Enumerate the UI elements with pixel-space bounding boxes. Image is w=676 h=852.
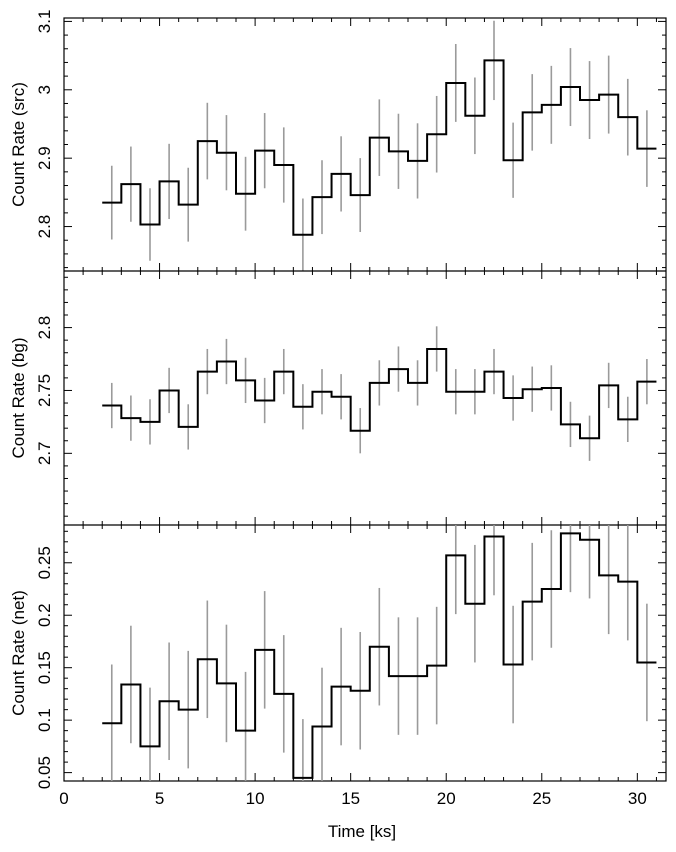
y-tick-label: 2.7 — [35, 442, 54, 466]
y-tick-label: 0.15 — [35, 651, 54, 684]
y-axis-title: Count Rate (src) — [9, 82, 28, 207]
x-tick-label: 30 — [628, 789, 647, 808]
y-tick-label: 0.25 — [35, 546, 54, 579]
panel-1: 2.8 2.9 3 3.1 Count Rate (src) — [9, 10, 666, 271]
panel-data — [102, 326, 657, 461]
x-axis-title: Time [ks] — [328, 822, 396, 841]
panel-data — [102, 525, 657, 781]
y-tick-label: 0.1 — [35, 708, 54, 732]
y-tick-label: 2.8 — [35, 316, 54, 340]
y-axis-title: Count Rate (bg) — [9, 338, 28, 459]
series-step-line — [102, 532, 657, 779]
y-tick-label: 2.8 — [35, 215, 54, 239]
x-tick-label: 25 — [532, 789, 551, 808]
x-tick-label: 10 — [246, 789, 265, 808]
y-tick-label: 3 — [35, 85, 54, 94]
x-tick-label: 15 — [341, 789, 360, 808]
plot-frame — [63, 17, 667, 782]
panel-3: 0.05 0.1 0.15 0.2 0.25 Count Rate (net) — [9, 524, 666, 789]
y-axis-title: Count Rate (net) — [9, 590, 28, 716]
panels-layer: 2.8 2.9 3 3.1 Count Rate (src) 2.7 2.75 2.8 Coun… — [9, 10, 667, 789]
x-tick-label: 0 — [59, 789, 68, 808]
series-step-line — [102, 59, 657, 236]
x-tick-label: 5 — [155, 789, 164, 808]
y-tick-label: 3.1 — [35, 10, 54, 34]
series-step-line — [102, 347, 657, 440]
y-tick-label: 0.05 — [35, 756, 54, 789]
y-tick-label: 0.2 — [35, 603, 54, 627]
x-tick-label: 20 — [437, 789, 456, 808]
y-tick-label: 2.9 — [35, 146, 54, 170]
panel-2: 2.7 2.75 2.8 Count Rate (bg) — [9, 270, 666, 525]
panel-data — [102, 20, 657, 271]
y-tick-label: 2.75 — [35, 374, 54, 407]
x-axis: 0 5 10 15 20 25 30 — [59, 789, 647, 808]
